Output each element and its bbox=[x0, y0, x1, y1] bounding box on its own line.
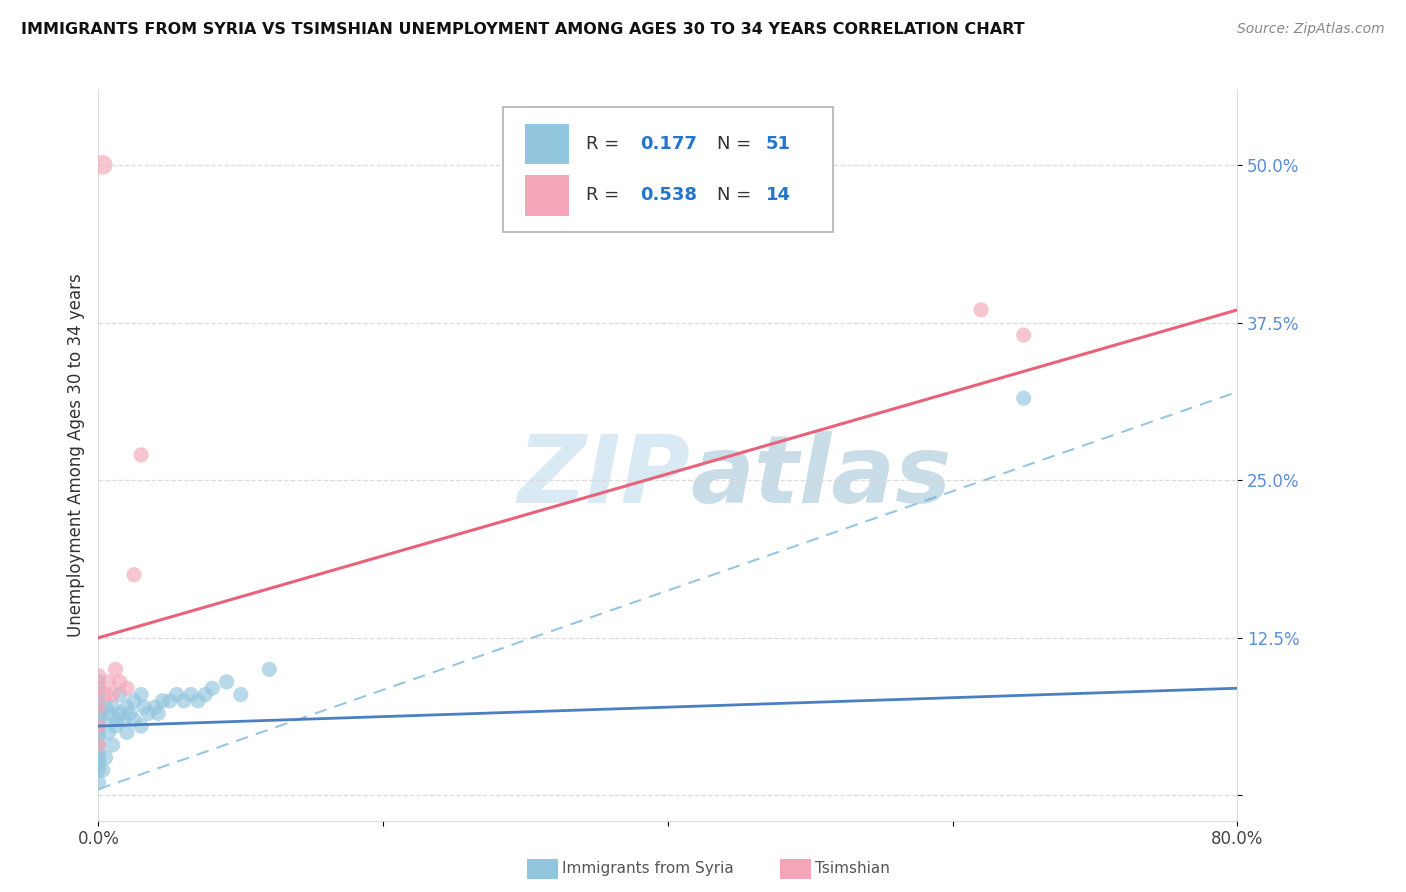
Point bbox=[229, 688, 252, 702]
Point bbox=[87, 700, 110, 714]
Point bbox=[108, 706, 131, 721]
Point bbox=[187, 694, 209, 708]
Point bbox=[180, 688, 202, 702]
Point bbox=[122, 713, 145, 727]
Text: R =: R = bbox=[586, 135, 624, 153]
Point bbox=[122, 567, 145, 582]
Point bbox=[87, 750, 110, 764]
Point bbox=[101, 700, 124, 714]
Point bbox=[98, 706, 121, 721]
Point bbox=[1012, 391, 1035, 405]
Text: 14: 14 bbox=[766, 186, 790, 204]
Point bbox=[87, 744, 110, 758]
Point bbox=[87, 725, 110, 739]
Point bbox=[129, 688, 152, 702]
Point bbox=[87, 719, 110, 733]
Point bbox=[108, 674, 131, 689]
Point bbox=[152, 694, 174, 708]
Text: atlas: atlas bbox=[690, 431, 952, 523]
Point bbox=[97, 674, 120, 689]
Point bbox=[1012, 328, 1035, 343]
FancyBboxPatch shape bbox=[503, 108, 832, 232]
Point bbox=[173, 694, 195, 708]
Point bbox=[115, 725, 138, 739]
Text: Source: ZipAtlas.com: Source: ZipAtlas.com bbox=[1237, 22, 1385, 37]
Point bbox=[115, 681, 138, 696]
Point bbox=[122, 694, 145, 708]
Text: IMMIGRANTS FROM SYRIA VS TSIMSHIAN UNEMPLOYMENT AMONG AGES 30 TO 34 YEARS CORREL: IMMIGRANTS FROM SYRIA VS TSIMSHIAN UNEMP… bbox=[21, 22, 1025, 37]
Text: 0.538: 0.538 bbox=[641, 186, 697, 204]
Point bbox=[259, 662, 281, 676]
Point bbox=[87, 731, 110, 746]
Point bbox=[215, 674, 238, 689]
Point bbox=[87, 668, 110, 682]
FancyBboxPatch shape bbox=[526, 124, 569, 164]
Point bbox=[87, 776, 110, 790]
Point bbox=[87, 713, 110, 727]
FancyBboxPatch shape bbox=[526, 176, 569, 216]
Point bbox=[129, 719, 152, 733]
Point bbox=[101, 738, 124, 752]
Text: 51: 51 bbox=[766, 135, 790, 153]
Text: ZIP: ZIP bbox=[517, 431, 690, 523]
Point bbox=[132, 700, 155, 714]
Point bbox=[148, 706, 170, 721]
Point bbox=[159, 694, 181, 708]
Point bbox=[129, 448, 152, 462]
Text: N =: N = bbox=[717, 186, 756, 204]
Point bbox=[87, 706, 110, 721]
Text: N =: N = bbox=[717, 135, 756, 153]
Point bbox=[87, 674, 110, 689]
Point bbox=[104, 719, 127, 733]
Point bbox=[115, 700, 138, 714]
Point bbox=[87, 694, 110, 708]
Point bbox=[91, 763, 114, 777]
Text: R =: R = bbox=[586, 186, 624, 204]
Point bbox=[87, 700, 110, 714]
Point bbox=[94, 700, 117, 714]
Point bbox=[87, 738, 110, 752]
Point bbox=[105, 713, 128, 727]
Point bbox=[87, 688, 110, 702]
Point bbox=[108, 688, 131, 702]
Point bbox=[97, 725, 120, 739]
Point bbox=[970, 302, 993, 317]
Point bbox=[87, 719, 110, 733]
Point bbox=[94, 750, 117, 764]
Text: Tsimshian: Tsimshian bbox=[815, 862, 890, 876]
Point bbox=[166, 688, 188, 702]
Point bbox=[87, 738, 110, 752]
Point bbox=[87, 763, 110, 777]
Text: Immigrants from Syria: Immigrants from Syria bbox=[562, 862, 734, 876]
Point bbox=[91, 713, 114, 727]
Point bbox=[94, 688, 117, 702]
Point bbox=[104, 662, 127, 676]
Point bbox=[101, 688, 124, 702]
Point bbox=[145, 700, 167, 714]
Point bbox=[87, 756, 110, 771]
Point bbox=[118, 706, 141, 721]
Point bbox=[201, 681, 224, 696]
Point bbox=[194, 688, 217, 702]
Text: 0.177: 0.177 bbox=[641, 135, 697, 153]
Point bbox=[91, 158, 114, 172]
Point bbox=[87, 681, 110, 696]
Y-axis label: Unemployment Among Ages 30 to 34 years: Unemployment Among Ages 30 to 34 years bbox=[66, 273, 84, 637]
Point bbox=[112, 713, 135, 727]
Point bbox=[136, 706, 159, 721]
